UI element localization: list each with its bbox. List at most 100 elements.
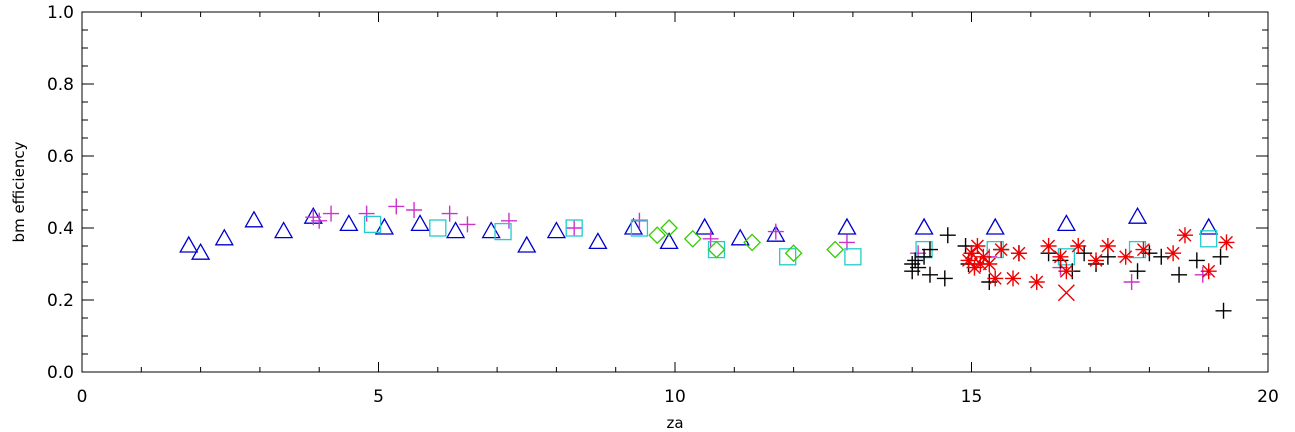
square-point [565, 219, 583, 237]
plus-point [459, 216, 476, 233]
triangle-point [695, 217, 715, 235]
triangle-point [274, 221, 294, 239]
plus-point [1215, 302, 1232, 319]
asterisk-point [969, 238, 986, 254]
plus-point [500, 212, 517, 229]
asterisk-point [1200, 263, 1217, 280]
asterisk-point [963, 245, 980, 262]
plus-point [921, 266, 938, 283]
triangle-point [985, 217, 1005, 235]
asterisk-point [1117, 248, 1134, 265]
data-points [179, 198, 1235, 319]
plus-point [838, 234, 855, 251]
plus-point [311, 212, 328, 229]
plus-point [1123, 274, 1140, 290]
asterisk-point [981, 256, 998, 272]
plot-frame [81, 11, 1269, 373]
plus-point [1212, 248, 1229, 265]
x-tick-label: 5 [373, 387, 384, 407]
plus-point [388, 198, 405, 215]
y-axis: 0.0 0.2 0.4 0.6 0.8 1.0 [47, 3, 1268, 383]
plus-point [907, 252, 924, 269]
plus-point [1153, 248, 1170, 265]
asterisk-point [975, 248, 992, 265]
asterisk-point [972, 256, 989, 272]
x-axis-label: za [666, 414, 683, 432]
x-tick-label: 15 [961, 387, 983, 407]
triangle-point [190, 242, 211, 260]
y-tick-label: 1.0 [47, 3, 74, 23]
x-tick-label: 0 [77, 387, 88, 407]
diamond-point [826, 240, 845, 259]
asterisk-point [987, 270, 1004, 287]
diamond-point [648, 226, 667, 245]
asterisk-point [1176, 227, 1193, 244]
x-tick-label: 10 [664, 387, 686, 407]
series-triangle [179, 206, 1219, 260]
asterisk-point [1218, 234, 1235, 251]
plus-point [767, 223, 784, 240]
x-axis: 0 5 10 15 20 [77, 12, 1279, 407]
y-tick-label: 0.2 [47, 291, 74, 311]
plus-point [1188, 252, 1205, 269]
asterisk-point [993, 241, 1010, 258]
asterisk-point [1052, 248, 1069, 265]
asterisk-point [1099, 238, 1116, 254]
diamond-point [660, 219, 678, 237]
asterisk-point [1070, 238, 1087, 254]
triangle-point [244, 210, 264, 228]
asterisk-point [1058, 263, 1075, 280]
y-axis-label: bm efficiency [10, 141, 28, 242]
square-point [630, 219, 649, 237]
triangle-point [339, 214, 359, 232]
series-diamond [648, 219, 845, 263]
plus-point [936, 270, 953, 287]
plus-point [939, 227, 956, 244]
plus-point [910, 259, 927, 276]
triangle-point [730, 228, 750, 246]
plus-point [358, 205, 375, 222]
y-tick-label: 0.0 [47, 363, 74, 383]
x-tick-label: 20 [1257, 387, 1279, 407]
triangle-point [914, 217, 934, 235]
triangle-point [410, 214, 430, 232]
asterisk-point [960, 252, 977, 269]
asterisk-point [1028, 274, 1045, 290]
square-point [363, 215, 382, 234]
square-point [844, 248, 862, 266]
triangle-point [1199, 217, 1219, 235]
plus-point [323, 205, 340, 222]
triangle-point [1127, 206, 1148, 224]
plus-point [441, 205, 458, 222]
square-point [779, 248, 797, 266]
y-tick-label: 0.6 [47, 147, 74, 167]
triangle-point [1056, 214, 1076, 232]
triangle-point [837, 217, 857, 235]
asterisk-point [1135, 241, 1152, 258]
diamond-point [683, 229, 702, 248]
asterisk-point [1010, 245, 1027, 262]
triangle-point [659, 232, 679, 250]
asterisk-point [966, 259, 983, 276]
plus-point [631, 212, 648, 229]
diamond-point [707, 240, 726, 259]
square-point [494, 222, 512, 241]
triangle-point [588, 232, 608, 250]
triangle-point [766, 224, 786, 242]
y-tick-label: 0.4 [47, 219, 74, 239]
series-asterisk [960, 227, 1235, 290]
plus-point [921, 241, 938, 258]
plus-point [702, 230, 719, 247]
y-tick-label: 0.8 [47, 75, 74, 95]
diamond-point [784, 244, 803, 263]
triangle-point [546, 221, 567, 239]
triangle-point [445, 221, 466, 239]
square-point [1200, 230, 1218, 248]
triangle-point [179, 235, 199, 253]
plus-point [406, 202, 423, 218]
asterisk-point [1088, 252, 1105, 269]
asterisk-point [1040, 238, 1057, 254]
triangle-point [623, 217, 644, 235]
triangle-point [214, 228, 234, 246]
